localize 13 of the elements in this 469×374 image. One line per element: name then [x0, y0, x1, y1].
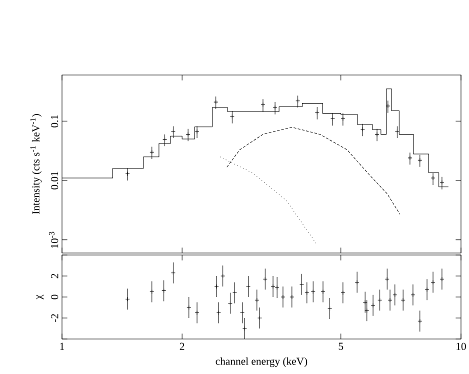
y-tick-label: 0	[50, 294, 58, 300]
y-tick-label: -2	[51, 314, 58, 322]
x-axis-title: channel energy (keV)	[216, 357, 308, 368]
y-tick-label: 0.1	[50, 115, 58, 128]
y-tick-label: 0.01	[50, 172, 58, 190]
y-tick-label: 10$^{-3}$	[49, 232, 58, 248]
x-tick-label: 1	[60, 342, 64, 350]
y-axis-title: χ	[36, 294, 44, 300]
x-tick-label: 10	[456, 342, 466, 350]
x-tick-label: 5	[338, 342, 344, 350]
y-axis-title: Intensity (cts s$^{-1}$ keV$^{-1}$)	[30, 114, 42, 214]
y-tick-label: 2	[51, 274, 58, 278]
x-tick-label: 2	[180, 342, 184, 350]
